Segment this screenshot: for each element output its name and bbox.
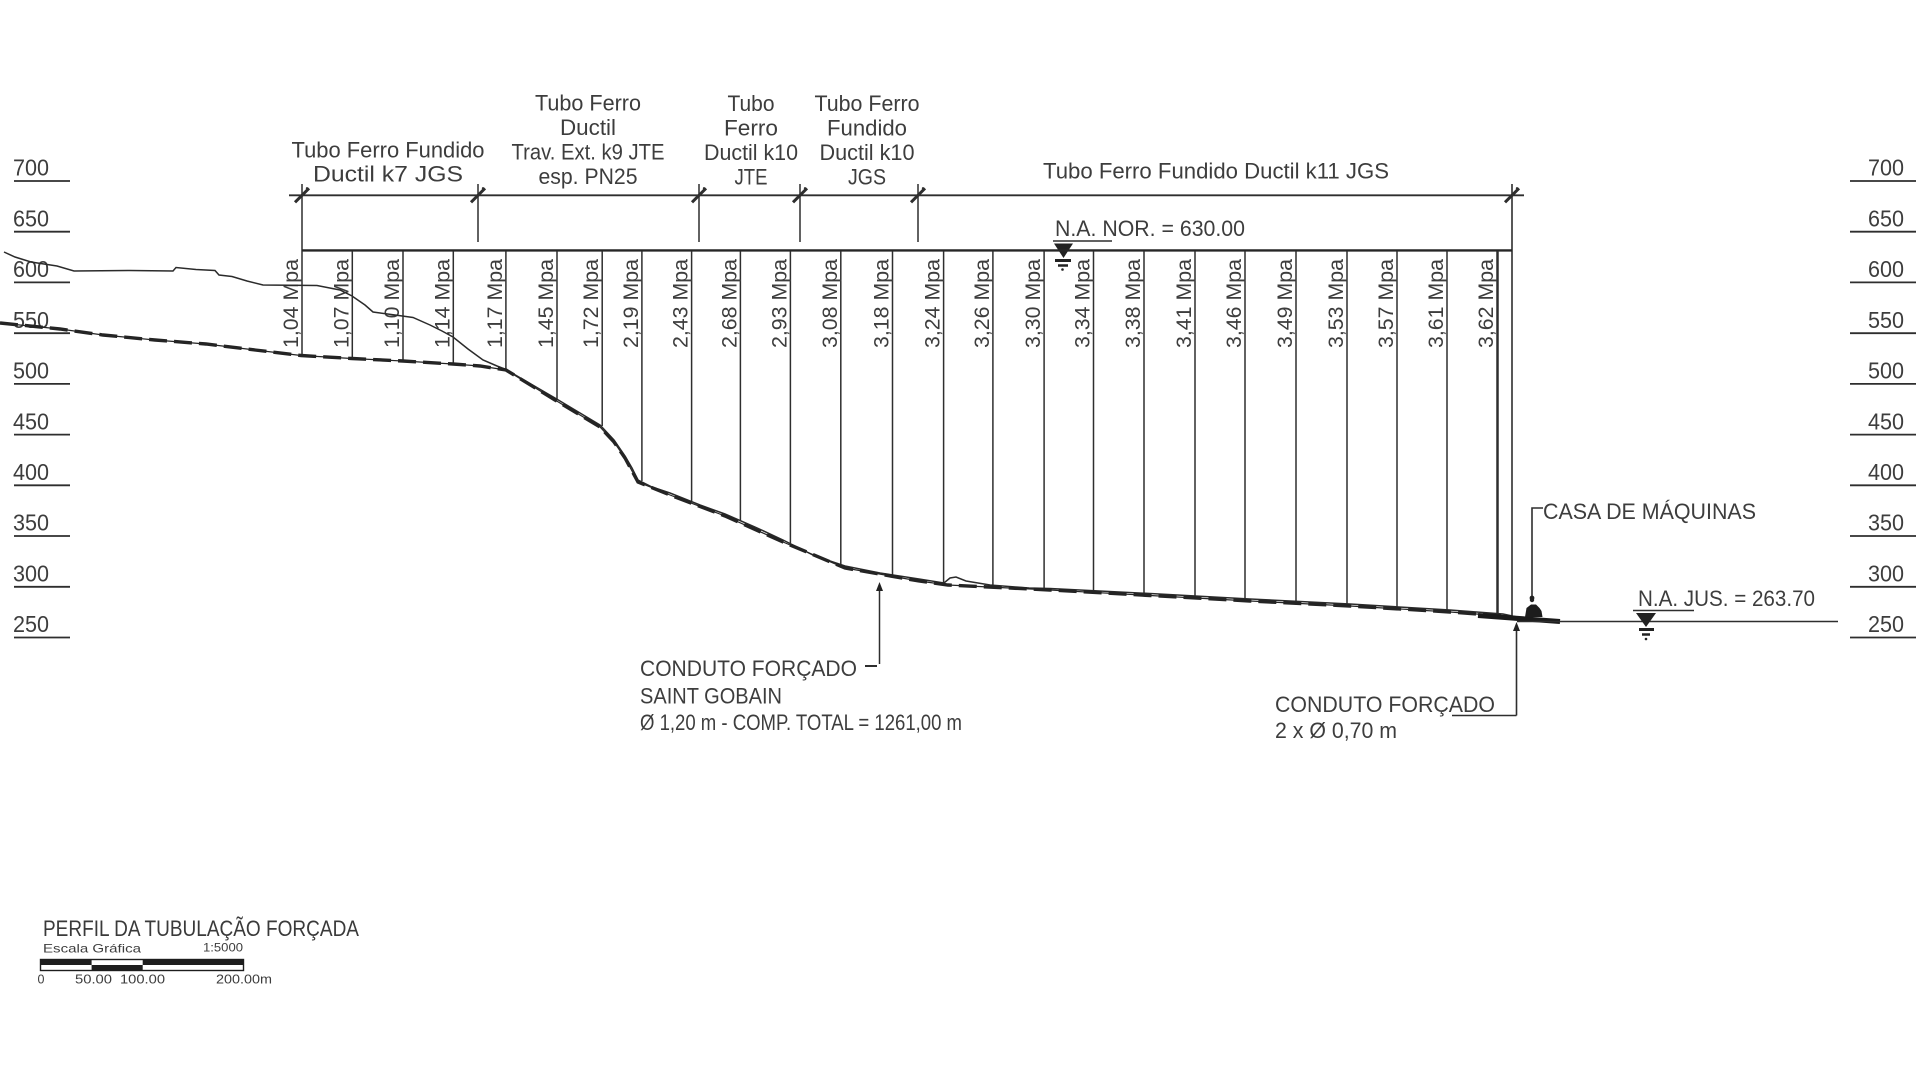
svg-text:3,61 Mpa: 3,61 Mpa <box>1424 259 1448 348</box>
svg-text:N.A. JUS. = 263.70: N.A. JUS. = 263.70 <box>1638 586 1815 611</box>
svg-text:3,30 Mpa: 3,30 Mpa <box>1021 259 1045 348</box>
svg-text:Ductil k10: Ductil k10 <box>704 140 798 165</box>
svg-text:250: 250 <box>1868 611 1904 637</box>
svg-text:3,53 Mpa: 3,53 Mpa <box>1324 259 1348 348</box>
svg-text:1,10 Mpa: 1,10 Mpa <box>380 259 404 348</box>
svg-text:450: 450 <box>13 408 49 434</box>
svg-text:1,17 Mpa: 1,17 Mpa <box>483 259 507 348</box>
svg-text:1,72 Mpa: 1,72 Mpa <box>579 259 603 348</box>
svg-text:1,14 Mpa: 1,14 Mpa <box>430 259 454 348</box>
svg-text:CONDUTO FORÇADO: CONDUTO FORÇADO <box>640 656 857 681</box>
svg-text:Tubo Ferro: Tubo Ferro <box>535 91 641 116</box>
svg-text:2 x Ø 0,70 m: 2 x Ø 0,70 m <box>1275 718 1397 743</box>
svg-text:Tubo Ferro Fundido Ductil k11: Tubo Ferro Fundido Ductil k11 JGS <box>1043 159 1389 184</box>
svg-text:100.00: 100.00 <box>120 973 165 987</box>
svg-text:550: 550 <box>1868 307 1904 333</box>
svg-text:Ductil k7 JGS: Ductil k7 JGS <box>313 162 463 187</box>
svg-text:3,24 Mpa: 3,24 Mpa <box>921 259 945 348</box>
svg-text:550: 550 <box>13 307 49 333</box>
svg-text:3,18 Mpa: 3,18 Mpa <box>870 259 894 348</box>
svg-text:2,19 Mpa: 2,19 Mpa <box>619 259 643 348</box>
svg-text:CONDUTO FORÇADO: CONDUTO FORÇADO <box>1275 692 1495 717</box>
svg-text:JTE: JTE <box>735 165 768 190</box>
svg-text:3,08 Mpa: 3,08 Mpa <box>818 259 842 348</box>
svg-text:1,45 Mpa: 1,45 Mpa <box>534 259 558 348</box>
svg-text:esp. PN25: esp. PN25 <box>539 164 638 189</box>
svg-text:Tubo Ferro: Tubo Ferro <box>815 91 920 116</box>
svg-text:250: 250 <box>13 611 49 637</box>
svg-text:50.00: 50.00 <box>75 973 112 987</box>
svg-text:N.A. NOR. = 630.00: N.A. NOR. = 630.00 <box>1055 216 1245 241</box>
svg-text:1:5000: 1:5000 <box>203 941 243 955</box>
svg-text:1,07 Mpa: 1,07 Mpa <box>329 259 353 348</box>
svg-text:Tubo: Tubo <box>728 91 775 116</box>
svg-text:JGS: JGS <box>848 165 886 190</box>
svg-text:350: 350 <box>1868 510 1904 536</box>
svg-text:350: 350 <box>13 510 49 536</box>
svg-text:Trav. Ext. k9 JTE: Trav. Ext. k9 JTE <box>512 140 665 165</box>
svg-text:300: 300 <box>13 561 49 587</box>
svg-text:Ferro: Ferro <box>724 116 778 141</box>
svg-text:PERFIL DA TUBULAÇÃO FORÇADA: PERFIL DA TUBULAÇÃO FORÇADA <box>43 916 359 941</box>
svg-text:500: 500 <box>13 358 49 384</box>
svg-text:300: 300 <box>1868 561 1904 587</box>
svg-text:Tubo Ferro Fundido: Tubo Ferro Fundido <box>292 138 485 163</box>
svg-text:600: 600 <box>13 256 49 282</box>
svg-text:3,57 Mpa: 3,57 Mpa <box>1374 259 1398 348</box>
svg-text:1,04 Mpa: 1,04 Mpa <box>279 259 303 348</box>
svg-text:400: 400 <box>1868 459 1904 485</box>
svg-text:650: 650 <box>1868 205 1904 231</box>
svg-text:400: 400 <box>13 459 49 485</box>
svg-text:3,38 Mpa: 3,38 Mpa <box>1121 259 1145 348</box>
svg-text:200.00m: 200.00m <box>216 973 272 987</box>
svg-text:700: 700 <box>13 155 49 181</box>
svg-text:Escala Gráfica: Escala Gráfica <box>43 942 141 956</box>
svg-text:600: 600 <box>1868 256 1904 282</box>
svg-text:700: 700 <box>1868 155 1904 181</box>
svg-text:2,68 Mpa: 2,68 Mpa <box>717 259 741 348</box>
svg-text:Ø 1,20 m - COMP. TOTAL = 1261,: Ø 1,20 m - COMP. TOTAL = 1261,00 m <box>640 710 962 735</box>
svg-text:3,46 Mpa: 3,46 Mpa <box>1222 259 1246 348</box>
svg-text:Ductil k10: Ductil k10 <box>820 140 915 165</box>
svg-text:650: 650 <box>13 205 49 231</box>
svg-text:CASA DE MÁQUINAS: CASA DE MÁQUINAS <box>1543 499 1756 524</box>
svg-text:2,43 Mpa: 2,43 Mpa <box>669 259 693 348</box>
svg-text:Fundido: Fundido <box>827 116 907 141</box>
svg-text:500: 500 <box>1868 358 1904 384</box>
svg-text:3,49 Mpa: 3,49 Mpa <box>1273 259 1297 348</box>
svg-text:0: 0 <box>38 973 45 987</box>
svg-text:3,34 Mpa: 3,34 Mpa <box>1071 259 1095 348</box>
svg-text:3,62 Mpa: 3,62 Mpa <box>1474 259 1498 348</box>
svg-text:3,26 Mpa: 3,26 Mpa <box>970 259 994 348</box>
svg-text:2,93 Mpa: 2,93 Mpa <box>767 259 791 348</box>
svg-text:Ductil: Ductil <box>560 115 616 140</box>
svg-text:SAINT GOBAIN: SAINT GOBAIN <box>640 684 782 709</box>
svg-text:3,41 Mpa: 3,41 Mpa <box>1172 259 1196 348</box>
svg-text:450: 450 <box>1868 408 1904 434</box>
